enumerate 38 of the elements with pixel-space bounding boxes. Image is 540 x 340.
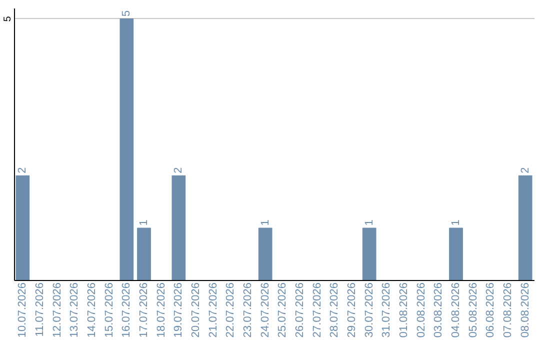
data-label: 1: [450, 220, 462, 226]
data-label: 2: [16, 167, 29, 174]
data-label: 2: [172, 167, 185, 174]
x-tick-label: 07.08.2026: [502, 282, 514, 338]
x-tick-label: 13.07.2026: [68, 282, 81, 338]
x-tick-label: 04.08.2026: [450, 282, 462, 338]
x-tick-label: 24.07.2026: [259, 282, 272, 338]
x-tick-label: 12.07.2026: [51, 282, 64, 338]
x-tick-label: 26.07.2026: [294, 282, 306, 338]
x-tick-label: 21.07.2026: [207, 282, 220, 338]
x-tick-label: 05.08.2026: [467, 282, 480, 338]
x-tick-label: 30.07.2026: [363, 282, 376, 338]
data-label: 1: [363, 220, 376, 226]
x-tick-label: 01.08.2026: [398, 282, 410, 338]
x-tick-label: 25.07.2026: [276, 282, 289, 338]
x-tick-label: 28.07.2026: [328, 282, 341, 338]
x-tick-label: 06.08.2026: [484, 282, 497, 338]
x-tick-label: 14.07.2026: [86, 282, 98, 338]
x-tick-label: 18.07.2026: [155, 282, 168, 338]
data-label: 2: [519, 167, 532, 174]
x-tick-label: 23.07.2026: [242, 282, 254, 338]
x-tick-label: 31.07.2026: [380, 282, 393, 338]
data-label: 1: [259, 220, 272, 226]
data-label: 1: [138, 220, 150, 226]
x-tick-label: 22.07.2026: [224, 282, 237, 338]
x-tick-label: 20.07.2026: [190, 282, 202, 338]
x-tick-label: 29.07.2026: [346, 282, 358, 338]
x-tick-label: 16.07.2026: [120, 282, 133, 338]
x-tick-label: 03.08.2026: [432, 282, 445, 338]
x-tick-label: 10.07.2026: [16, 282, 29, 338]
x-tick-label: 15.07.2026: [103, 282, 116, 338]
x-tick-label: 08.08.2026: [519, 282, 532, 338]
x-tick-label: 27.07.2026: [311, 282, 324, 338]
x-tick-label: 11.07.2026: [34, 282, 46, 337]
x-tick-label: 19.07.2026: [172, 282, 185, 338]
x-tick-label: 17.07.2026: [138, 282, 150, 338]
x-tick-label: 02.08.2026: [415, 282, 428, 338]
data-label: 5: [120, 10, 133, 16]
